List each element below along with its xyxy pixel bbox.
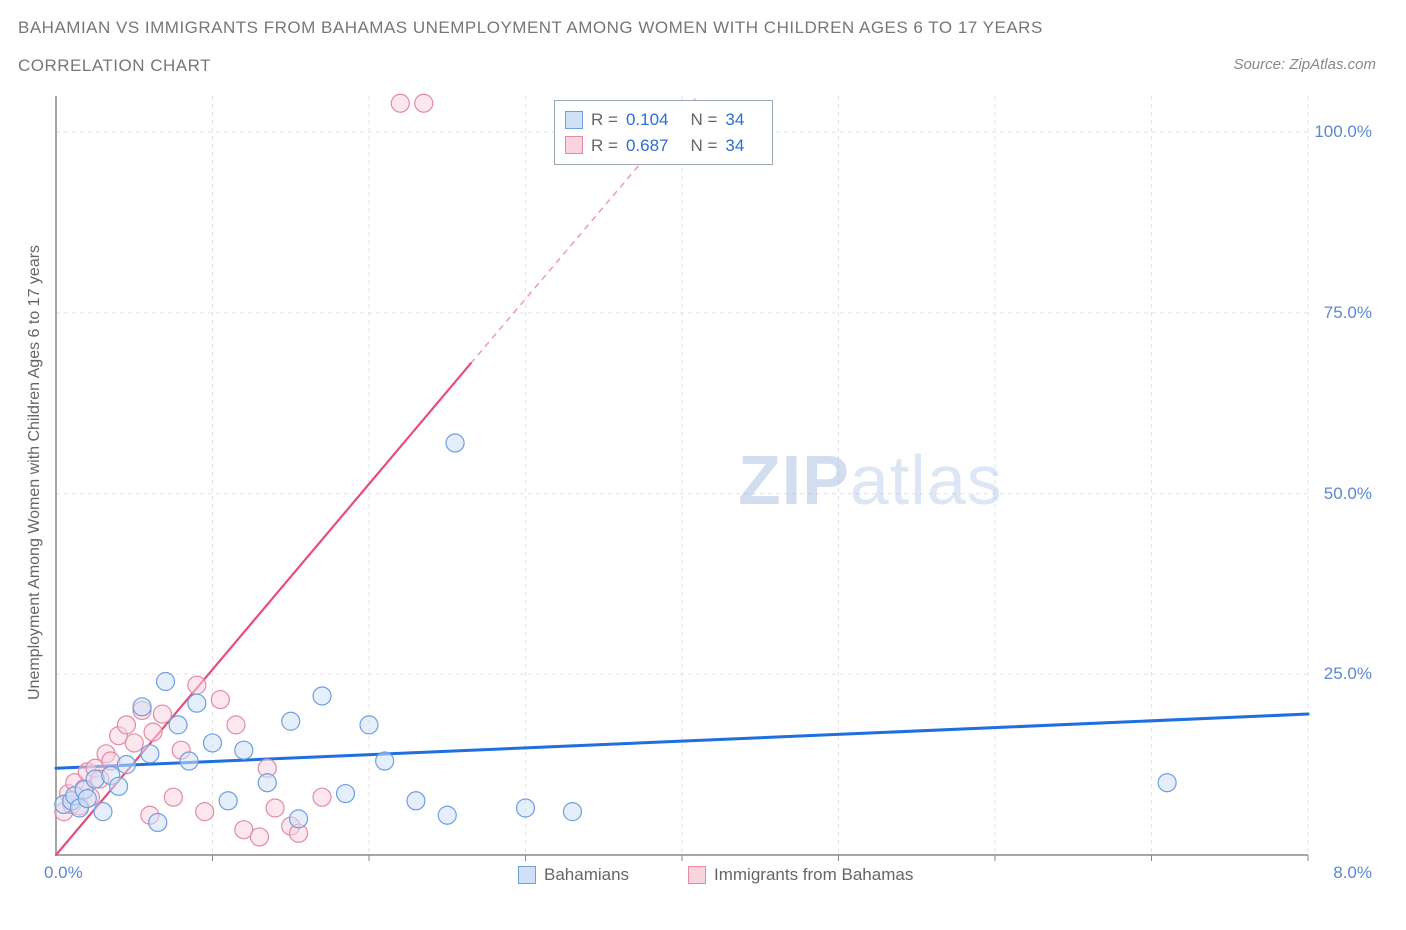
correlation-stats-box: R = 0.104 N = 34 R = 0.687 N = 34 — [554, 100, 773, 165]
stat-n-label: N = — [690, 107, 717, 133]
legend-swatch-immigrants — [688, 866, 706, 884]
stat-n-label: N = — [690, 133, 717, 159]
legend-immigrants: Immigrants from Bahamas — [688, 865, 913, 885]
y-tick-100: 100.0% — [1314, 122, 1372, 142]
legend-label-immigrants: Immigrants from Bahamas — [714, 865, 913, 885]
stat-n-value-immigrants: 34 — [725, 133, 744, 159]
scatter-chart: ZIPatlas R = 0.104 N = 34 R = 0.687 N = … — [48, 90, 1378, 885]
swatch-immigrants — [565, 136, 583, 154]
stat-r-value-immigrants: 0.687 — [626, 133, 669, 159]
y-tick-75: 75.0% — [1324, 303, 1372, 323]
stats-row-bahamians: R = 0.104 N = 34 — [565, 107, 758, 133]
stat-r-label: R = — [591, 107, 618, 133]
stat-r-value-bahamians: 0.104 — [626, 107, 669, 133]
x-tick-min: 0.0% — [44, 863, 83, 883]
swatch-bahamians — [565, 111, 583, 129]
stats-row-immigrants: R = 0.687 N = 34 — [565, 133, 758, 159]
y-axis-label: Unemployment Among Women with Children A… — [26, 245, 44, 700]
y-tick-50: 50.0% — [1324, 484, 1372, 504]
legend-swatch-bahamians — [518, 866, 536, 884]
stat-n-value-bahamians: 34 — [725, 107, 744, 133]
chart-title-line1: BAHAMIAN VS IMMIGRANTS FROM BAHAMAS UNEM… — [18, 18, 1043, 38]
x-tick-max: 8.0% — [1333, 863, 1372, 883]
stat-r-label: R = — [591, 133, 618, 159]
legend-bahamians: Bahamians — [518, 865, 629, 885]
y-tick-25: 25.0% — [1324, 664, 1372, 684]
legend-label-bahamians: Bahamians — [544, 865, 629, 885]
chart-title-line2: CORRELATION CHART — [18, 56, 211, 76]
source-attribution: Source: ZipAtlas.com — [1233, 56, 1376, 73]
chart-svg — [48, 90, 1378, 885]
